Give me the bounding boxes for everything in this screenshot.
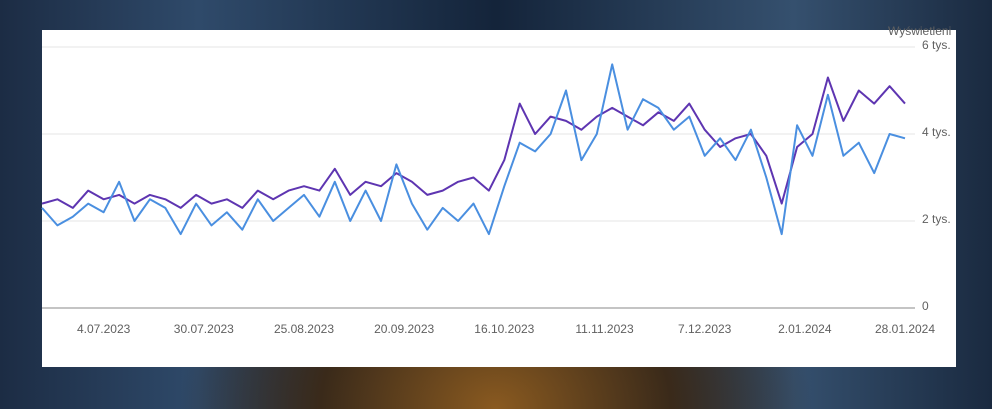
y-tick-label: 0 [922, 299, 929, 313]
x-tick-label: 11.11.2023 [575, 322, 634, 336]
x-tick-label: 30.07.2023 [174, 322, 234, 336]
x-tick-label: 16.10.2023 [474, 322, 534, 336]
y-tick-label: 2 tys. [922, 212, 951, 226]
x-tick-label: 20.09.2023 [374, 322, 434, 336]
x-tick-label: 25.08.2023 [274, 322, 334, 336]
x-tick-label: 28.01.2024 [875, 322, 935, 336]
series-line [41, 76, 906, 209]
chart-panel [42, 30, 956, 367]
x-tick-label: 4.07.2023 [77, 322, 131, 336]
series-line [41, 63, 906, 236]
y-tick-label: 4 tys. [922, 125, 951, 139]
x-tick-label: 7.12.2023 [678, 322, 732, 336]
y-axis-title: Wyświetleni [888, 24, 951, 38]
x-tick-label: 2.01.2024 [778, 322, 832, 336]
y-tick-label: 6 tys. [922, 38, 951, 52]
